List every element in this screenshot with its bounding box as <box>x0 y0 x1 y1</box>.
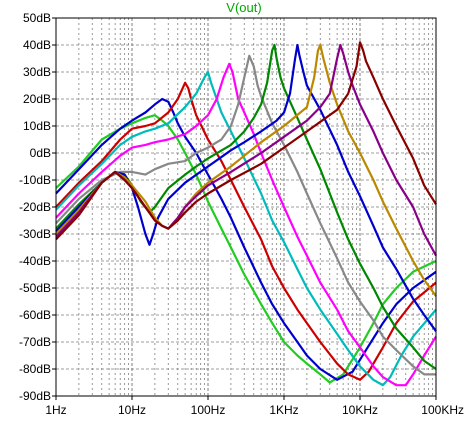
x-tick-label: 1Hz <box>45 403 66 417</box>
y-tick-label: 50dB <box>23 11 51 25</box>
series-line-6 <box>55 54 436 376</box>
x-tick-label: 100KHz <box>421 403 464 417</box>
series-line-9 <box>55 43 437 297</box>
y-tick-label: -20dB <box>19 200 51 214</box>
series-line-2 <box>55 97 437 381</box>
y-tick-label: -70dB <box>19 335 51 349</box>
x-axis-ticks: 1Hz 10Hz 100Hz 1KHz 10KHz 100KHz <box>45 396 464 417</box>
chart-title: V(out) <box>226 0 261 15</box>
y-axis-ticks: 50dB 40dB 30dB 20dB 10dB 0dB -10dB -20dB -30dB -4… <box>19 11 56 403</box>
y-tick-label: -50dB <box>19 281 51 295</box>
y-tick-label: 30dB <box>23 65 51 79</box>
x-tick-label: 1KHz <box>269 403 298 417</box>
x-tick-label: 10Hz <box>118 403 146 417</box>
x-tick-label: 100Hz <box>191 403 226 417</box>
y-tick-label: -30dB <box>19 227 51 241</box>
y-tick-label: 40dB <box>23 38 51 52</box>
y-tick-label: -60dB <box>19 308 51 322</box>
y-tick-label: -80dB <box>19 362 51 376</box>
series-line-11 <box>55 41 437 241</box>
series-line-8 <box>55 43 437 332</box>
y-tick-label: -10dB <box>19 173 51 187</box>
y-tick-label: 10dB <box>23 119 51 133</box>
x-tick-label: 10KHz <box>342 403 378 417</box>
series-line-1 <box>55 114 437 384</box>
y-tick-label: 0dB <box>30 146 51 160</box>
grid-layer <box>55 17 436 397</box>
series-line-4 <box>55 70 437 387</box>
y-tick-label: -90dB <box>19 389 51 403</box>
y-tick-label: 20dB <box>23 92 51 106</box>
series-layer <box>55 41 437 387</box>
y-tick-label: -40dB <box>19 254 51 268</box>
